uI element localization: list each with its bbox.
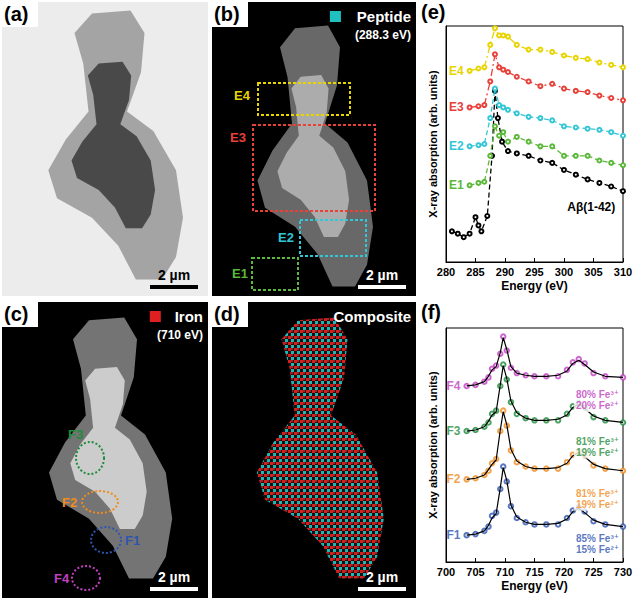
svg-text:F2: F2: [446, 472, 460, 486]
svg-text:720: 720: [555, 566, 573, 578]
svg-text:E4: E4: [449, 64, 464, 78]
svg-text:Peptide: Peptide: [357, 8, 411, 25]
svg-text:300: 300: [555, 266, 573, 278]
svg-text:285: 285: [466, 266, 484, 278]
svg-text:15% Fe²⁺: 15% Fe²⁺: [576, 544, 619, 555]
svg-text:F1: F1: [125, 533, 140, 548]
svg-text:715: 715: [525, 566, 543, 578]
svg-text:X-ray absorption (arb. units): X-ray absorption (arb. units): [427, 371, 439, 519]
svg-text:F4: F4: [54, 571, 70, 586]
svg-text:(710 eV): (710 eV): [157, 328, 203, 342]
svg-text:E1: E1: [232, 266, 248, 281]
svg-text:81% Fe³⁺: 81% Fe³⁺: [576, 436, 619, 447]
svg-text:E2: E2: [278, 230, 294, 245]
svg-text:19% Fe²⁺: 19% Fe²⁺: [576, 499, 619, 510]
svg-text:(c): (c): [4, 303, 28, 325]
svg-text:F3: F3: [446, 424, 460, 438]
svg-text:F3: F3: [68, 427, 83, 442]
svg-text:80% Fe³⁺: 80% Fe³⁺: [576, 389, 619, 400]
svg-text:(288.3 eV): (288.3 eV): [355, 28, 411, 42]
svg-text:19% Fe²⁺: 19% Fe²⁺: [576, 447, 619, 458]
svg-text:705: 705: [466, 566, 484, 578]
svg-text:E1: E1: [449, 178, 464, 192]
svg-text:730: 730: [614, 566, 632, 578]
svg-text:(d): (d): [214, 303, 240, 325]
svg-text:305: 305: [584, 266, 602, 278]
svg-text:295: 295: [525, 266, 543, 278]
svg-text:(a): (a): [4, 3, 28, 25]
svg-text:85% Fe³⁺: 85% Fe³⁺: [576, 533, 619, 544]
svg-text:E3: E3: [449, 100, 464, 114]
svg-text:F2: F2: [62, 495, 77, 510]
svg-text:E4: E4: [234, 88, 251, 103]
svg-text:F4: F4: [446, 379, 460, 393]
svg-text:F1: F1: [446, 528, 460, 542]
svg-text:2 µm: 2 µm: [158, 569, 190, 585]
svg-text:700: 700: [437, 566, 455, 578]
svg-text:E2: E2: [449, 139, 464, 153]
svg-text:Composite: Composite: [333, 308, 411, 325]
svg-text:2 µm: 2 µm: [366, 569, 398, 585]
svg-text:(b): (b): [214, 3, 240, 25]
svg-text:725: 725: [584, 566, 602, 578]
svg-text:20% Fe²⁺: 20% Fe²⁺: [576, 400, 619, 411]
svg-text:2 µm: 2 µm: [158, 267, 190, 283]
svg-text:Energy (eV): Energy (eV): [501, 579, 568, 593]
svg-text:2 µm: 2 µm: [366, 267, 398, 283]
svg-text:310: 310: [614, 266, 632, 278]
svg-text:710: 710: [496, 566, 514, 578]
svg-text:X-ray absorption (arb. units): X-ray absorption (arb. units): [427, 70, 439, 218]
svg-text:81% Fe³⁺: 81% Fe³⁺: [576, 488, 619, 499]
svg-text:Energy (eV): Energy (eV): [501, 279, 568, 293]
svg-text:(f): (f): [421, 301, 441, 323]
svg-text:290: 290: [496, 266, 514, 278]
svg-text:280: 280: [437, 266, 455, 278]
svg-text:Iron: Iron: [175, 308, 203, 325]
svg-text:Aβ(1-42): Aβ(1-42): [567, 200, 615, 214]
svg-text:(e): (e): [421, 1, 445, 23]
svg-text:E3: E3: [230, 130, 246, 145]
